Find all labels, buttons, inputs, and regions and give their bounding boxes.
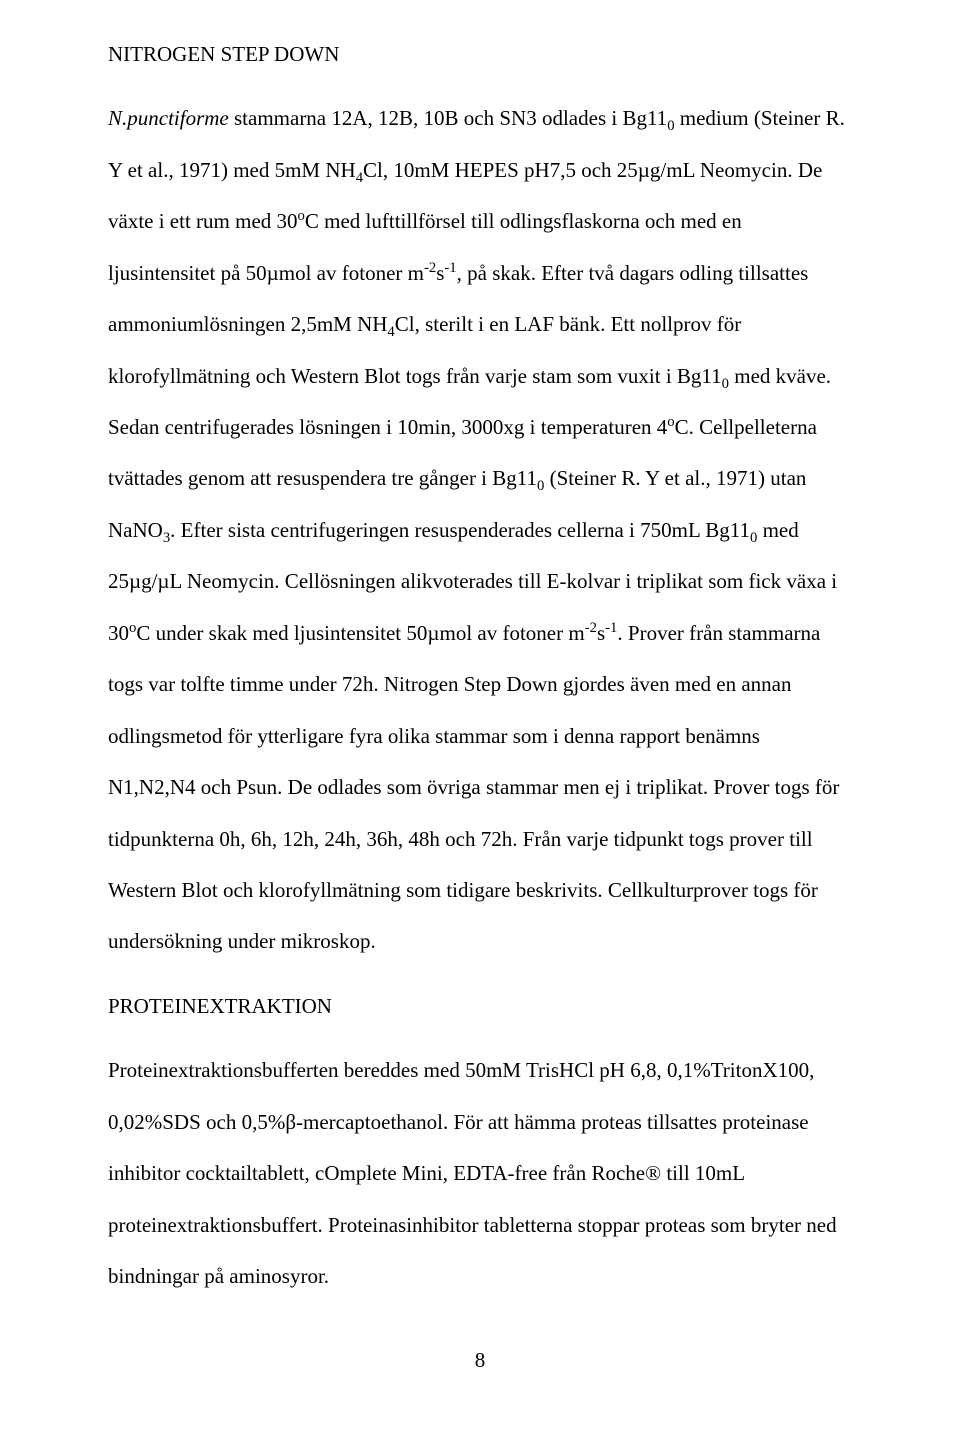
body-paragraph-2: Proteinextraktionsbufferten bereddes med… <box>108 1045 852 1302</box>
section-heading-protein: PROTEINEXTRAKTION <box>108 992 852 1021</box>
body-paragraph-1: N.punctiforme stammarna 12A, 12B, 10B oc… <box>108 93 852 967</box>
section-heading-nitrogen: NITROGEN STEP DOWN <box>108 40 852 69</box>
page-number: 8 <box>108 1350 852 1371</box>
